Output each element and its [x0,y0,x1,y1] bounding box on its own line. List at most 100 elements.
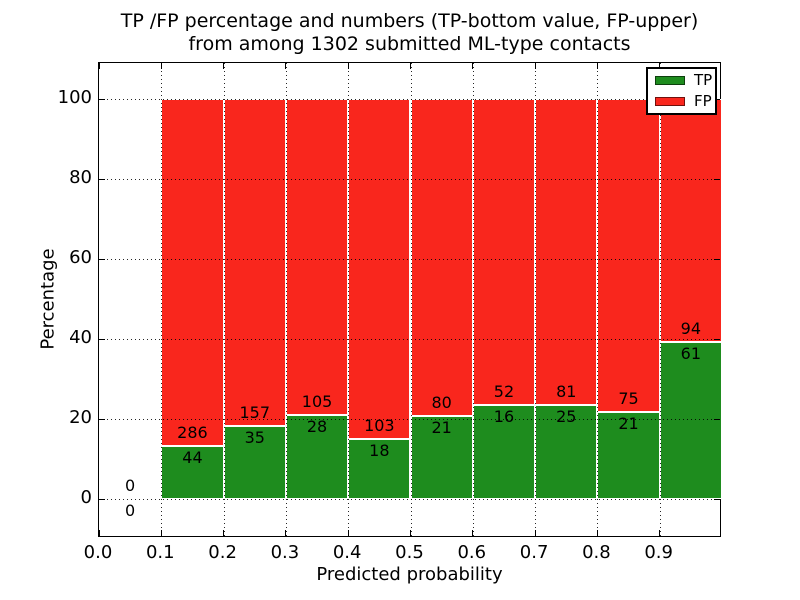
legend-swatch-tp [655,76,685,85]
xtick-label-0.3: 0.3 [270,542,300,563]
bar-label-fp-0.4-0.5: 103 [364,416,395,436]
xtick-top-0.4 [347,63,349,69]
ytick-left-0 [99,499,105,500]
legend-item-fp: FP [648,91,715,112]
bar-label-fp-0.7-0.8: 81 [556,381,577,401]
bar-label-fp-0.0-0.1: 0 [125,476,136,495]
bar-fp-0.5-0.6 [410,99,473,416]
xtick-label-0.8: 0.8 [582,542,611,563]
ytick-left-60 [99,259,105,260]
xtick-bottom-0.9 [659,530,661,536]
bar-tp-0.1-0.2 [161,445,224,499]
ytick-right-40 [714,339,720,340]
ytick-right-80 [714,179,720,180]
xtick-bottom-0.3 [285,530,287,536]
ytick-left-20 [99,419,105,420]
bar-fp-0.2-0.3 [223,99,286,427]
xtick-label-0.9: 0.9 [644,542,673,563]
ytick-label-60: 60 [69,247,92,268]
bar-label-fp-0.9-1.0: 94 [680,318,702,338]
xtick-bottom-0.1 [160,530,162,536]
bar-label-tp-0.8-0.9: 21 [618,413,639,433]
gridline-x-0.2 [223,63,225,536]
bar-label-fp-0.6-0.7: 52 [493,381,515,401]
xtick-top-0.2 [223,63,225,69]
bar-label-tp-0.6-0.7: 16 [493,406,515,426]
xtick-top-0.3 [285,63,287,69]
xtick-top-0.8 [596,63,598,69]
bar-fp-0.9-1.0 [659,99,722,342]
bar-label-fp-0.1-0.2: 286 [177,422,208,442]
ytick-right-100 [714,99,720,100]
bar-label-fp-0.8-0.9: 75 [618,388,639,408]
bar-fp-0.1-0.2 [161,99,224,446]
xtick-bottom-0.2 [223,530,225,536]
legend-label-fp: FP [694,92,712,110]
bar-label-fp-0.3-0.4: 105 [301,391,333,411]
xtick-label-0.2: 0.2 [208,542,237,563]
legend: TP FP [646,67,717,115]
bar-label-tp-0.2-0.3: 35 [244,428,265,448]
bar-label-tp-0.5-0.6: 21 [431,417,452,437]
gridline-x-0.4 [348,63,350,536]
xtick-top-0 [99,63,100,69]
bar-tp-0.2-0.3 [223,426,286,499]
gridline-x-0.3 [285,63,287,536]
xtick-label-0.6: 0.6 [457,542,487,563]
ytick-label-0: 0 [80,487,92,508]
bar-label-fp-0.5-0.6: 80 [431,392,452,412]
xtick-bottom-0 [99,530,100,536]
ytick-label-20: 20 [69,407,92,428]
bar-fp-0.7-0.8 [535,99,598,405]
bar-label-tp-0.3-0.4: 28 [306,416,328,436]
ytick-label-80: 80 [69,167,92,188]
ytick-right-60 [714,259,720,260]
bar-fp-0.3-0.4 [285,99,349,415]
bar-label-tp-0.4-0.5: 18 [369,441,390,461]
gridline-x-0.5 [410,63,412,536]
chart-title-line1: TP /FP percentage and numbers (TP-bottom… [120,10,699,32]
bar-label-fp-0.2-0.3: 157 [239,403,271,423]
bar-label-tp-0.0-0.1: 0 [125,501,136,520]
legend-label-tp: TP [694,71,713,89]
ytick-left-40 [99,339,105,340]
x-axis-label: Predicted probability [316,564,503,585]
chart-title: TP /FP percentage and numbers (TP-bottom… [98,10,721,56]
xtick-label-0.0: 0.0 [83,542,113,563]
legend-swatch-fp [655,97,685,106]
bar-tp-0.9-1.0 [659,341,722,499]
ytick-label-40: 40 [69,327,92,348]
bar-label-tp-0.1-0.2: 44 [182,447,203,467]
ytick-right-20 [714,419,720,420]
gridline-x-0.9 [659,63,661,536]
xtick-label-0.1: 0.1 [145,542,175,563]
bar-label-tp-0.7-0.8: 25 [556,406,577,426]
xtick-bottom-0.7 [534,530,536,536]
xtick-top-0.5 [410,63,411,69]
bar-fp-0.4-0.5 [348,99,411,440]
xtick-bottom-0.5 [410,530,411,536]
xtick-label-0.5: 0.5 [395,542,424,563]
ytick-left-100 [99,99,105,100]
xtick-bottom-0.8 [596,530,598,536]
xtick-label-0.4: 0.4 [332,542,362,563]
gridline-x-0.8 [597,63,599,536]
chart-title-line2: from among 1302 submitted ML-type contac… [188,33,631,55]
bar-label-tp-0.9-1.0: 61 [680,343,702,363]
xtick-bottom-0.4 [347,530,349,536]
bar-tp-0.4-0.5 [348,439,411,499]
gridline-x-0.7 [535,63,537,536]
bar-tp-0.6-0.7 [472,404,536,499]
xtick-label-0.7: 0.7 [519,542,549,563]
bar-fp-0.8-0.9 [597,99,660,412]
xtick-top-0.1 [160,63,162,69]
gridline-x-0.1 [161,63,163,536]
bar-tp-0.8-0.9 [597,411,660,499]
legend-item-tp: TP [648,70,715,91]
bar-fp-0.6-0.7 [472,99,536,405]
gridline-x-0.6 [472,63,474,536]
plot-area: 0 0 286 44 157 35 105 28 103 18 80 21 52 16 81 25 75 21 94… [98,62,722,537]
xtick-bottom-0.6 [472,530,474,536]
xtick-top-0.7 [534,63,536,69]
